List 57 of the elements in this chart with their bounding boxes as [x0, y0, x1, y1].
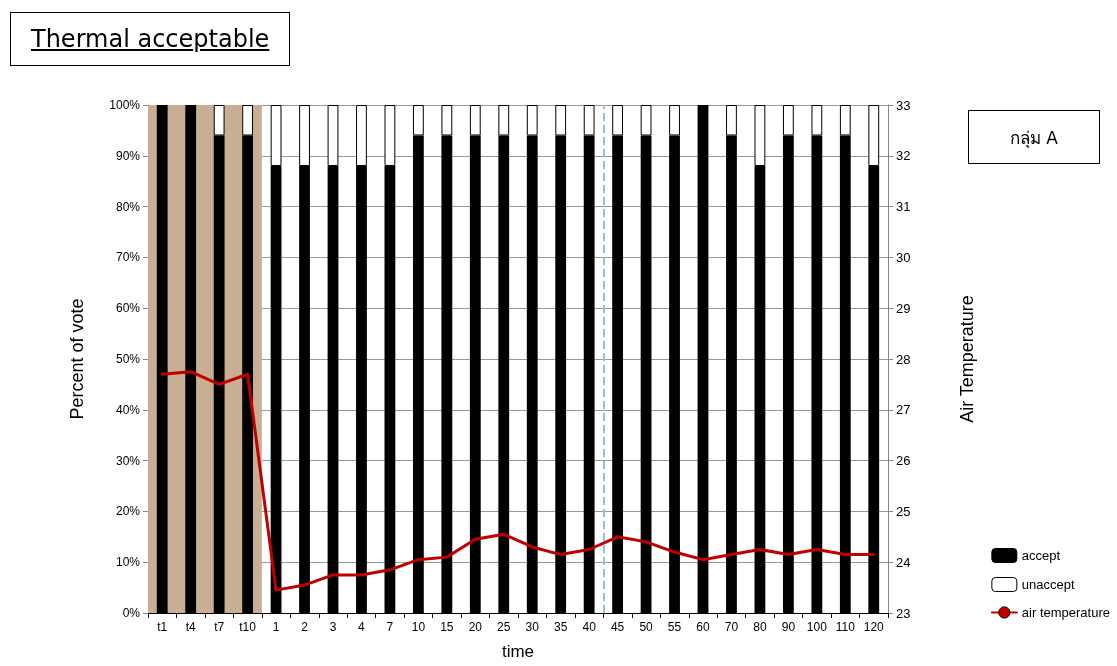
x-tick-label: 2: [301, 620, 309, 634]
x-tick-label: 50: [639, 620, 654, 634]
x-tick-label: 15: [440, 620, 454, 634]
x-tick-label: 1: [272, 620, 280, 634]
x-tick-label: 25: [497, 620, 511, 634]
text: กลุ่ม A: [968, 110, 1100, 164]
y2-tick-label: 26: [896, 453, 911, 469]
x-tick-label: 110: [835, 620, 856, 634]
y-tick-label: 100%: [109, 98, 141, 112]
y-tick-label: 0%: [122, 606, 141, 620]
x-tick-label: 4: [358, 620, 366, 634]
x-tick-label: t10: [239, 620, 257, 634]
x-tick-label: 10: [411, 620, 426, 634]
y-tick-label: 70%: [115, 250, 141, 265]
y2-tick-label: 31: [896, 199, 911, 215]
x-axis-title: time: [501, 642, 535, 661]
y-tick-label: 30%: [115, 453, 141, 468]
y-tick-label: 90%: [115, 148, 141, 163]
x-tick-label: 7: [386, 620, 394, 634]
y-tick-label: 10%: [115, 555, 141, 570]
y2-tick-label: 29: [896, 300, 911, 316]
y-tick-label: 80%: [115, 199, 141, 214]
x-tick-label: 30: [525, 620, 540, 634]
x-tick-label: 35: [554, 620, 568, 634]
line-series: [160, 370, 876, 592]
x-tick-label: 100: [806, 620, 828, 634]
y2-tick-label: 32: [896, 148, 911, 164]
legend-label: unaccept: [1021, 577, 1075, 592]
y2-tick-label: 28: [896, 351, 911, 367]
y-tick-label: 50%: [115, 352, 141, 366]
y-tick-label: 40%: [115, 402, 141, 417]
legend-label: air temperature: [1021, 605, 1111, 620]
y2-tick-label: 25: [896, 503, 911, 519]
chart-title: Thermal acceptable: [10, 12, 291, 66]
y-tick-label: 20%: [115, 504, 141, 519]
x-tick-label: t4: [185, 620, 197, 634]
y2-tick-label: 33: [896, 97, 911, 113]
x-tick-label: 80: [753, 620, 767, 634]
x-tick-label: 60: [696, 620, 710, 634]
legend-label: accept: [1021, 548, 1061, 563]
x-tick-label: 55: [667, 620, 682, 634]
x-tick-label: 120: [863, 620, 885, 634]
x-tick-label: 45: [610, 620, 625, 634]
y-axis-title: Percent of vote: [67, 298, 87, 420]
y-tick-label: 60%: [115, 301, 141, 316]
x-tick-label: t7: [214, 620, 225, 634]
x-tick-label: t1: [157, 620, 168, 634]
y2-tick-label: 23: [896, 605, 911, 621]
y2-tick-label: 24: [896, 554, 911, 570]
y2-tick-label: 30: [896, 249, 911, 265]
x-tick-label: 40: [582, 620, 597, 634]
x-tick-label: 20: [468, 620, 483, 634]
x-tick-label: 90: [781, 620, 796, 634]
y2-tick-label: 27: [896, 402, 911, 418]
x-tick-label: 3: [329, 620, 337, 634]
y2-axis-title: Air Temperature: [957, 295, 977, 423]
x-tick-label: 70: [724, 620, 739, 634]
